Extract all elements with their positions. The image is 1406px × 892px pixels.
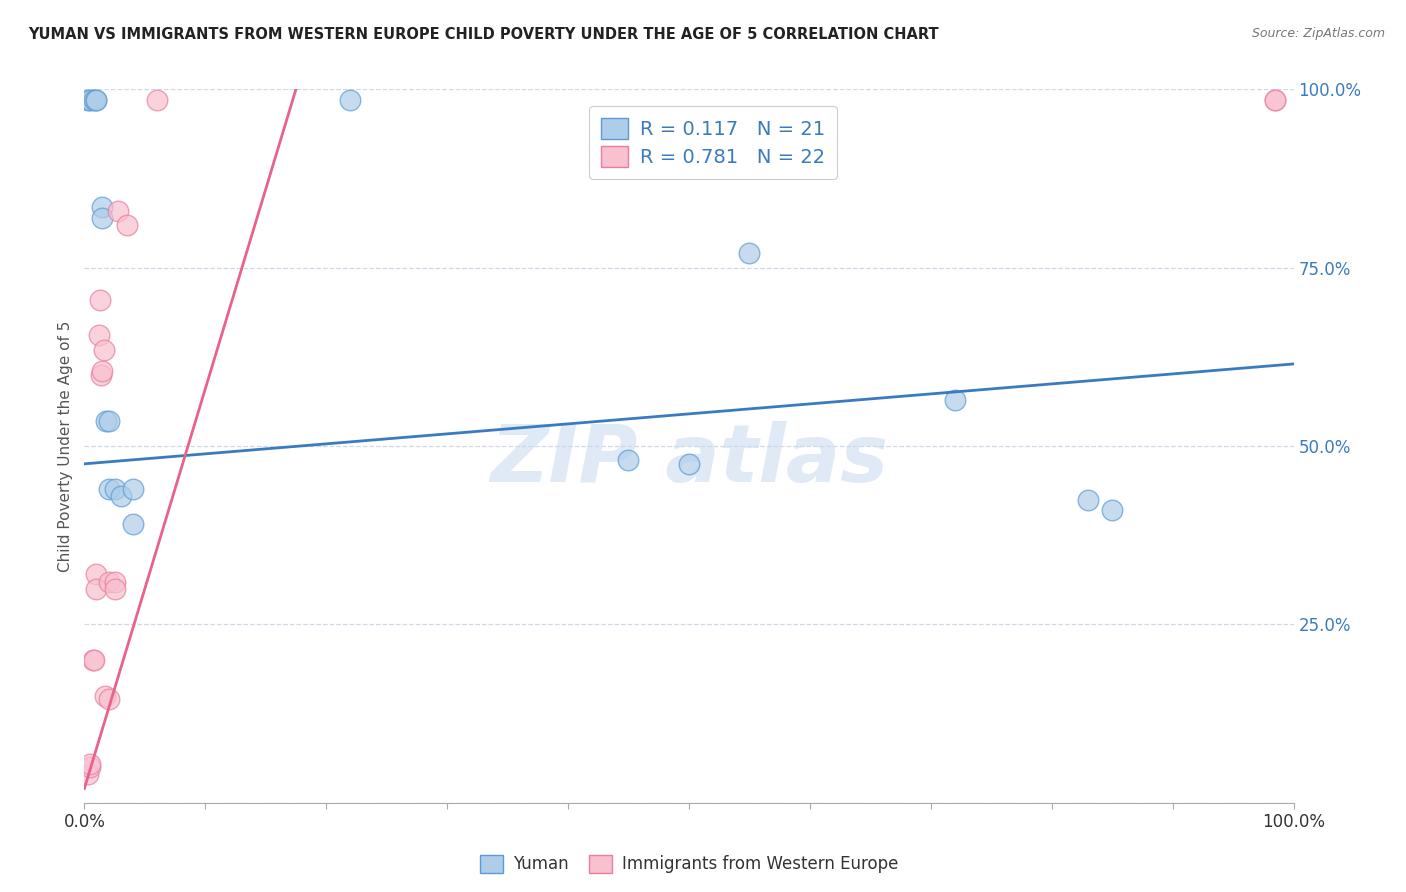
Point	[104, 574, 127, 589]
Point	[91, 200, 114, 214]
Point	[83, 653, 105, 667]
Point	[86, 567, 108, 582]
Point	[97, 692, 120, 706]
Point	[87, 328, 110, 343]
Point	[104, 482, 127, 496]
Point	[94, 414, 117, 428]
Point	[943, 392, 966, 407]
Point	[110, 489, 132, 503]
Point	[97, 574, 120, 589]
Point	[77, 93, 100, 107]
Point	[115, 218, 138, 232]
Point	[97, 414, 120, 428]
Point	[77, 767, 100, 781]
Point	[617, 453, 640, 467]
Point	[107, 203, 129, 218]
Text: YUMAN VS IMMIGRANTS FROM WESTERN EUROPE CHILD POVERTY UNDER THE AGE OF 5 CORRELA: YUMAN VS IMMIGRANTS FROM WESTERN EUROPE …	[28, 27, 939, 42]
Point	[121, 517, 143, 532]
Point	[339, 93, 361, 107]
Text: Source: ZipAtlas.com: Source: ZipAtlas.com	[1251, 27, 1385, 40]
Y-axis label: Child Poverty Under the Age of 5: Child Poverty Under the Age of 5	[58, 320, 73, 572]
Point	[121, 482, 143, 496]
Point	[1264, 93, 1286, 107]
Point	[104, 582, 127, 596]
Point	[86, 93, 108, 107]
Legend: Yuman, Immigrants from Western Europe: Yuman, Immigrants from Western Europe	[472, 848, 905, 880]
Point	[82, 653, 104, 667]
Point	[146, 93, 169, 107]
Point	[738, 246, 761, 260]
Point	[97, 482, 120, 496]
Point	[79, 93, 101, 107]
Point	[86, 582, 108, 596]
Point	[79, 760, 101, 774]
Point	[89, 293, 111, 307]
Point	[1101, 503, 1123, 517]
Text: ZIP atlas: ZIP atlas	[489, 421, 889, 500]
Point	[1077, 492, 1099, 507]
Point	[1264, 93, 1286, 107]
Point	[93, 343, 115, 357]
Point	[83, 93, 105, 107]
Point	[86, 93, 108, 107]
Point	[91, 364, 114, 378]
Point	[79, 756, 101, 771]
Point	[678, 457, 700, 471]
Point	[90, 368, 112, 382]
Point	[94, 689, 117, 703]
Point	[91, 211, 114, 225]
